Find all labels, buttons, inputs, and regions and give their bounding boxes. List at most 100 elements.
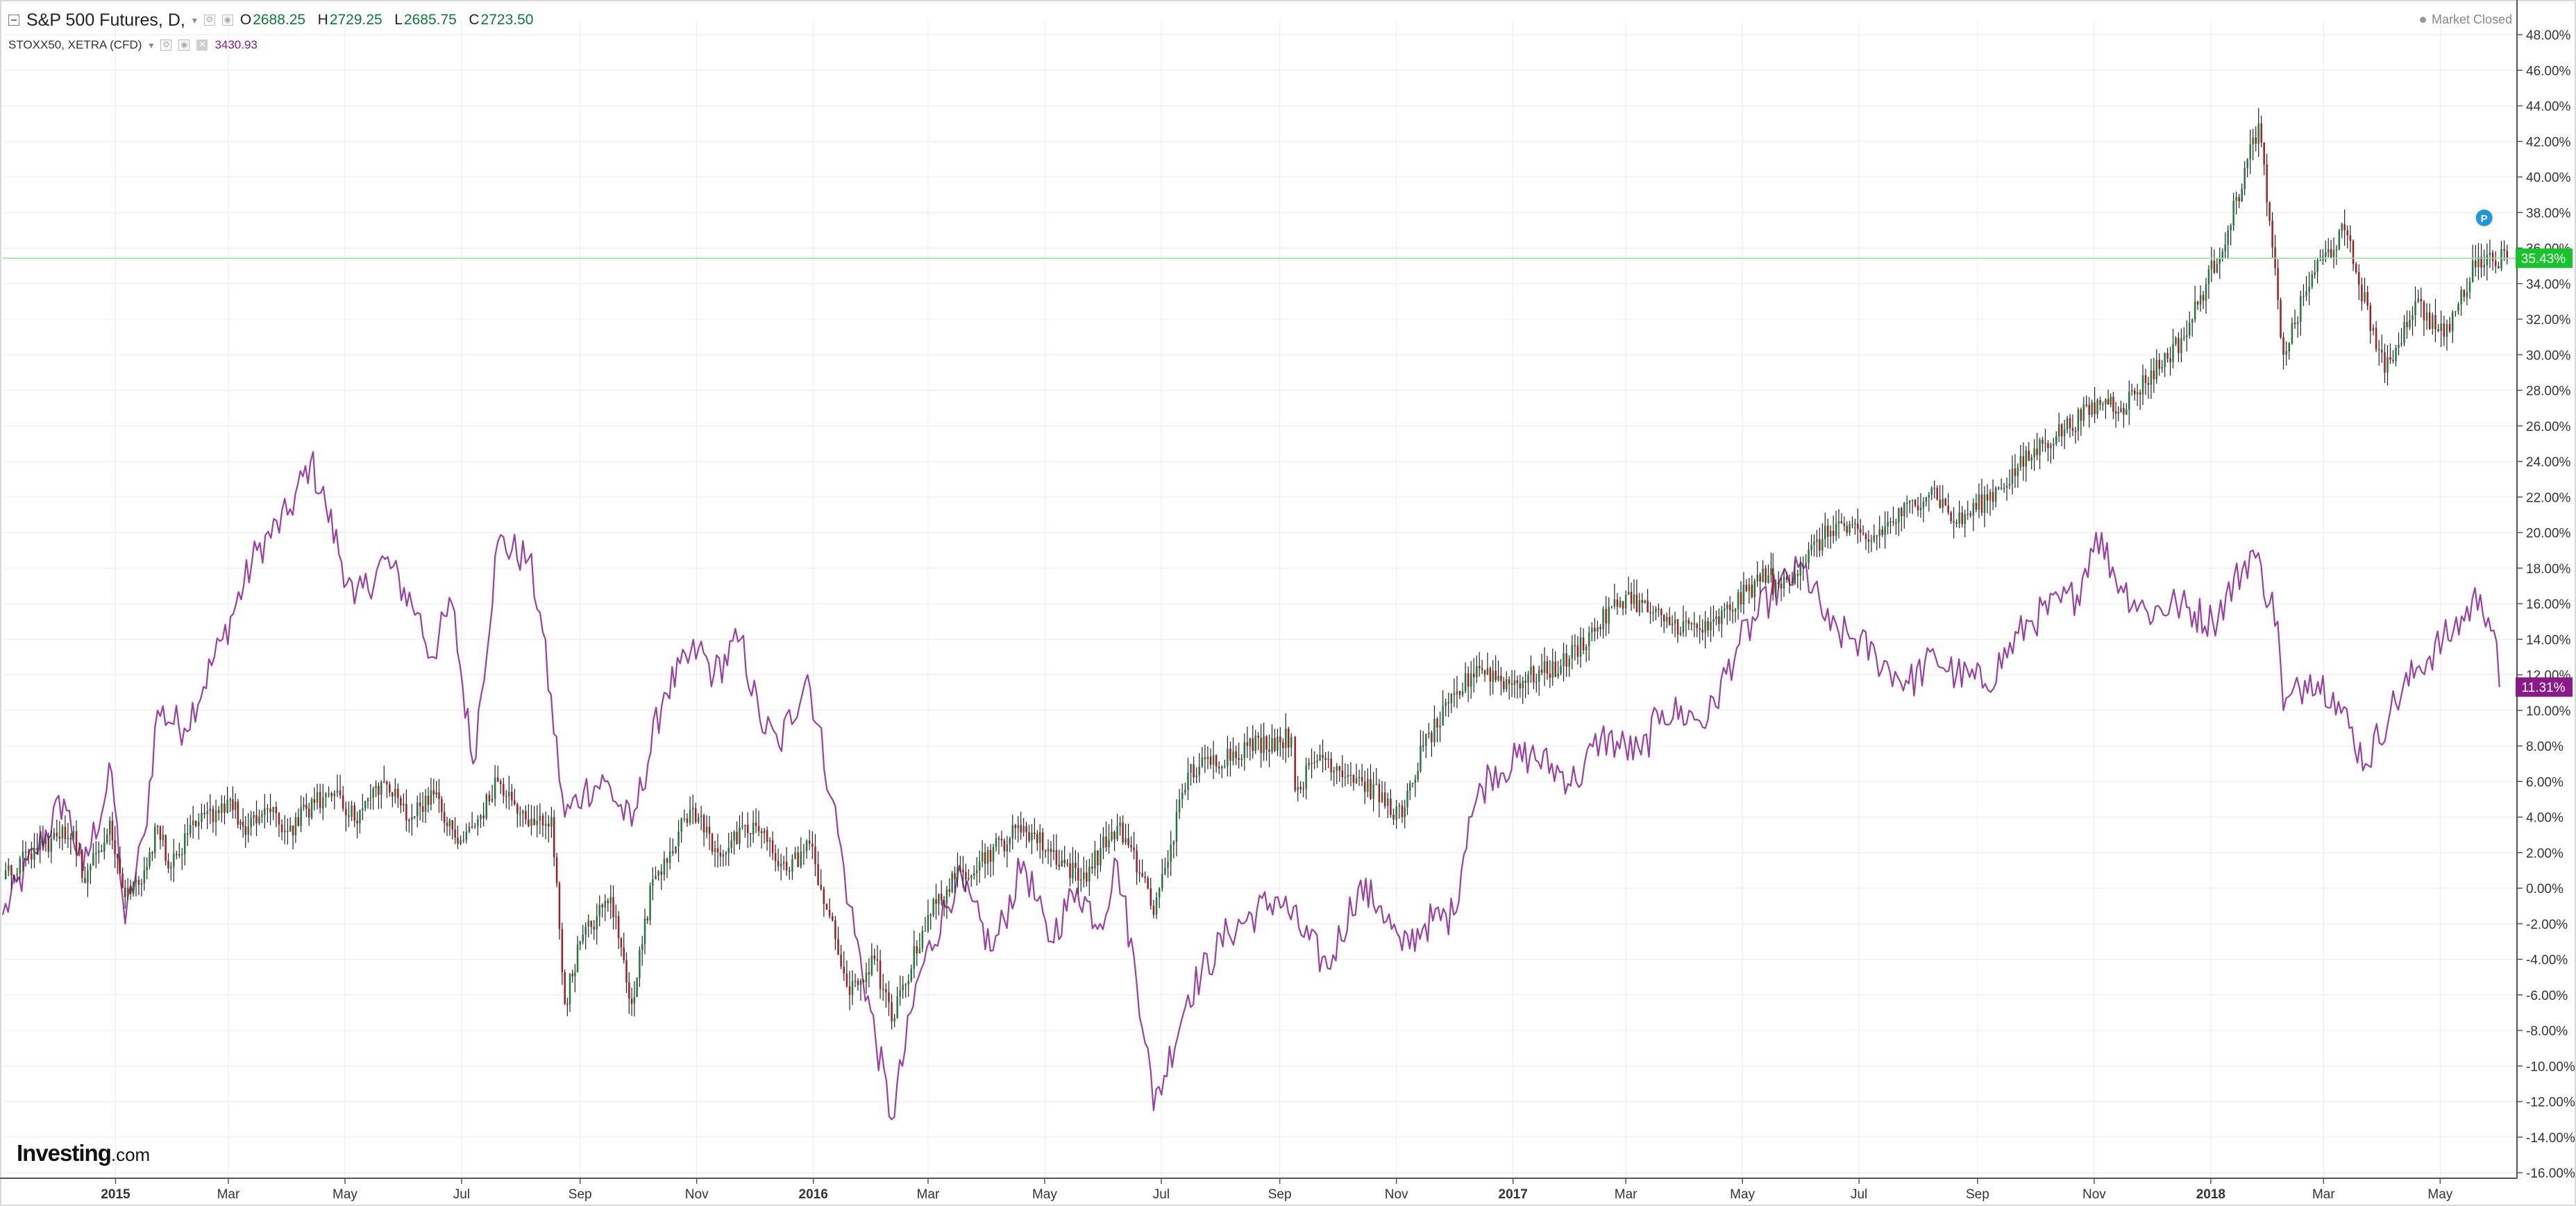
candle bbox=[313, 787, 316, 811]
candle bbox=[1473, 658, 1475, 693]
candle bbox=[2398, 332, 2400, 356]
candle bbox=[1378, 779, 1381, 818]
y-tick-label: 18.00% bbox=[2526, 562, 2571, 577]
chevron-down-icon[interactable]: ▾ bbox=[149, 39, 154, 51]
hide-icon[interactable]: ◉ bbox=[178, 40, 190, 51]
candle bbox=[1370, 764, 1372, 800]
y-tick-label: 40.00% bbox=[2526, 171, 2571, 185]
candle bbox=[1889, 517, 1892, 534]
candle bbox=[283, 815, 286, 844]
status-dot-icon bbox=[2419, 17, 2426, 23]
candle bbox=[2158, 353, 2160, 376]
collapse-icon[interactable] bbox=[8, 15, 19, 26]
settings-icon[interactable]: ⚙ bbox=[160, 40, 172, 51]
candle bbox=[617, 910, 620, 949]
chevron-down-icon[interactable]: ▾ bbox=[192, 14, 197, 26]
candle bbox=[680, 817, 682, 843]
candle bbox=[1658, 603, 1660, 618]
y-tick-label: 46.00% bbox=[2526, 64, 2571, 78]
candle bbox=[31, 841, 33, 869]
candle bbox=[1133, 831, 1135, 860]
candle bbox=[555, 852, 558, 887]
candle bbox=[641, 935, 643, 966]
candle bbox=[1246, 727, 1249, 758]
candle bbox=[1903, 502, 1905, 529]
hide-icon[interactable]: ◉ bbox=[221, 15, 233, 26]
secondary-series-name[interactable]: STOXX50, XETRA (CFD) bbox=[8, 38, 142, 51]
candle bbox=[1420, 730, 1422, 773]
candle bbox=[2280, 297, 2282, 339]
y-tick-label: 44.00% bbox=[2526, 100, 2571, 114]
candle bbox=[226, 786, 228, 814]
investing-logo[interactable]: Investing.com bbox=[17, 1140, 150, 1166]
y-tick-label: -8.00% bbox=[2526, 1024, 2568, 1039]
candle bbox=[2202, 291, 2205, 309]
candle bbox=[2166, 348, 2169, 363]
candle bbox=[1524, 671, 1526, 699]
candle bbox=[1753, 578, 1756, 612]
candle bbox=[741, 811, 743, 830]
candle bbox=[1685, 611, 1687, 637]
candle bbox=[522, 809, 524, 827]
candle bbox=[2000, 478, 2003, 491]
candle bbox=[269, 793, 271, 826]
candle bbox=[697, 813, 700, 824]
secondary-legend: STOXX50, XETRA (CFD) ▾ ⚙ ◉ ✕ 3430.93 bbox=[8, 35, 258, 56]
candle bbox=[1136, 844, 1138, 885]
candle bbox=[825, 903, 828, 910]
candle bbox=[865, 962, 868, 994]
primary-series-name[interactable]: S&P 500 Futures, D, bbox=[26, 10, 185, 30]
candle bbox=[2238, 194, 2240, 208]
candle bbox=[1953, 507, 1955, 538]
candle bbox=[2080, 407, 2082, 436]
candle bbox=[1591, 622, 1593, 642]
candle bbox=[178, 842, 180, 858]
candle bbox=[1125, 824, 1127, 845]
overlay-layer: 35.43% 11.31% P bbox=[3, 209, 2573, 697]
candle bbox=[1344, 763, 1347, 787]
candle bbox=[2260, 115, 2262, 148]
candle bbox=[2343, 209, 2346, 246]
candle bbox=[1506, 671, 1508, 693]
candle bbox=[1229, 741, 1231, 777]
candle bbox=[1925, 496, 1928, 507]
candle bbox=[1726, 601, 1728, 625]
candle bbox=[2055, 431, 2057, 446]
candle bbox=[2325, 240, 2327, 262]
candle bbox=[2207, 265, 2210, 299]
candle bbox=[209, 794, 212, 824]
candle bbox=[739, 815, 741, 850]
candle bbox=[2227, 225, 2229, 260]
y-tick-label: 32.00% bbox=[2526, 313, 2571, 328]
candle bbox=[69, 833, 72, 855]
candle bbox=[1006, 835, 1009, 867]
candle bbox=[1439, 711, 1441, 742]
sp500-price-label: 35.43% bbox=[2521, 252, 2566, 266]
candle bbox=[234, 793, 237, 819]
candle bbox=[2123, 402, 2125, 428]
candle bbox=[1840, 513, 1843, 524]
candle bbox=[777, 849, 780, 872]
stoxx-line[interactable] bbox=[1, 451, 2500, 1121]
candle bbox=[965, 863, 967, 892]
close-icon[interactable]: ✕ bbox=[196, 40, 208, 51]
candle bbox=[1445, 698, 1447, 717]
candle bbox=[186, 817, 189, 847]
candle bbox=[519, 806, 521, 827]
candle bbox=[1652, 606, 1654, 622]
event-marker-icon[interactable] bbox=[2475, 209, 2493, 226]
candle bbox=[421, 792, 424, 823]
settings-icon[interactable]: ⚙ bbox=[203, 15, 215, 26]
candle bbox=[1036, 830, 1038, 851]
candle bbox=[419, 792, 421, 821]
candle bbox=[1105, 821, 1107, 852]
candle bbox=[2338, 228, 2341, 250]
candle bbox=[876, 945, 879, 972]
candle bbox=[785, 847, 788, 876]
candle bbox=[348, 801, 350, 827]
candle bbox=[1147, 876, 1149, 890]
candle bbox=[378, 782, 380, 809]
candle bbox=[1164, 857, 1166, 876]
candle bbox=[1854, 518, 1856, 535]
